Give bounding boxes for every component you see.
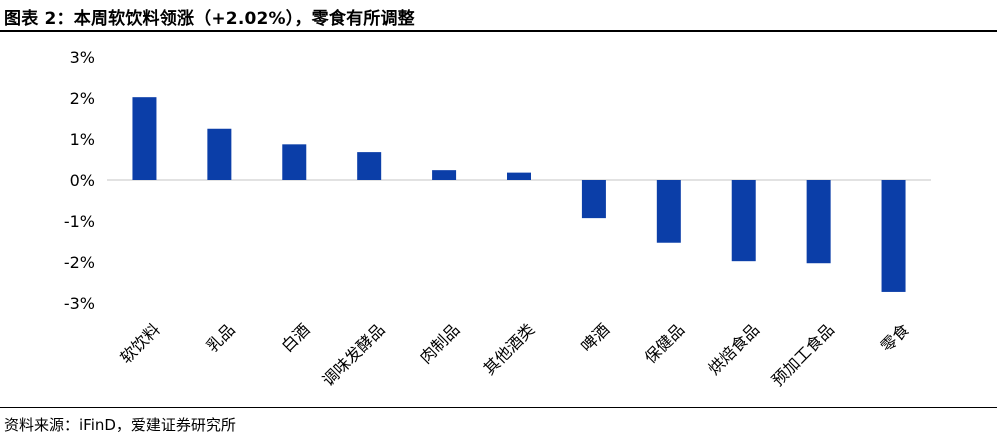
- x-tick-label: 预加工食品: [768, 320, 838, 390]
- x-tick-label: 烘焙食品: [704, 320, 763, 379]
- bars-group: [132, 97, 906, 292]
- x-tick-label: 零食: [877, 320, 913, 356]
- bar: [806, 180, 831, 264]
- bar: [357, 152, 382, 180]
- bar-chart: 3% 2% 1% 0% -1% -2% -3% 软饮料 乳品 白酒 调味发酵品 肉制品 其他酒类 啤酒保…: [64, 48, 931, 390]
- bar: [282, 144, 307, 180]
- bar: [132, 97, 157, 180]
- x-axis-labels: 软饮料 乳品 白酒 调味发酵品 肉制品 其他酒类 啤酒 保健品 烘焙食品 预加工食品 零食: [116, 320, 912, 390]
- bar: [432, 170, 457, 180]
- x-tick-label: 其他酒类: [480, 320, 539, 379]
- footer-rule: [0, 407, 997, 408]
- y-tick-label: 2%: [70, 89, 95, 108]
- x-tick-label: 软饮料: [116, 320, 163, 367]
- bar: [656, 180, 681, 243]
- y-axis: 3% 2% 1% 0% -1% -2% -3%: [64, 48, 95, 313]
- x-tick-label: 啤酒: [577, 320, 613, 356]
- y-tick-label: 3%: [70, 48, 95, 67]
- x-tick-label: 乳品: [203, 320, 239, 356]
- y-tick-label: 1%: [70, 130, 95, 149]
- x-tick-label: 保健品: [641, 320, 688, 367]
- y-tick-label: -1%: [64, 212, 95, 231]
- title-underline: [0, 30, 997, 32]
- y-tick-label: -2%: [64, 253, 95, 272]
- y-tick-label: 0%: [70, 171, 95, 190]
- x-tick-label: 肉制品: [416, 320, 463, 367]
- source-note: 资料来源：iFinD，爱建证券研究所: [4, 416, 236, 434]
- x-tick-label: 白酒: [278, 320, 314, 356]
- bar: [581, 180, 606, 219]
- chart-title: 图表 2：本周软饮料领涨（+2.02%），零食有所调整: [4, 9, 415, 29]
- bar: [731, 180, 756, 262]
- bar: [881, 180, 906, 292]
- bar: [507, 172, 531, 180]
- y-tick-label: -3%: [64, 294, 95, 313]
- bar: [207, 128, 232, 180]
- x-tick-label: 调味发酵品: [318, 320, 388, 390]
